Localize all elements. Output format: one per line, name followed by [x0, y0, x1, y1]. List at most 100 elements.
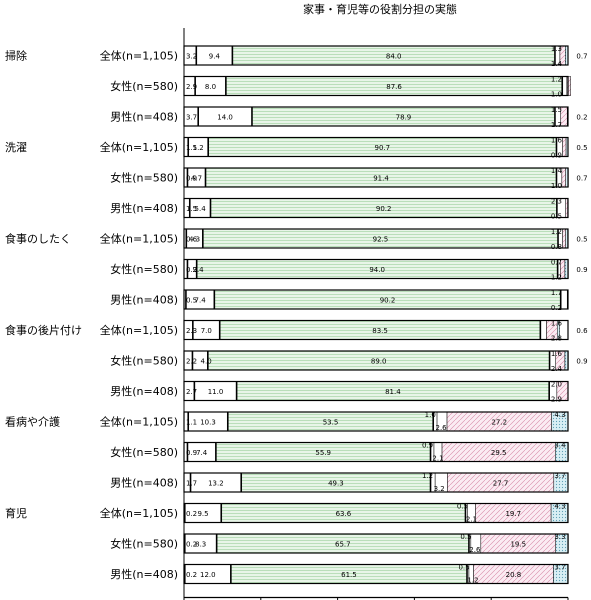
data-label: 8.3	[195, 541, 206, 549]
data-label: 92.5	[373, 236, 389, 244]
data-label: 3.2	[434, 485, 445, 493]
data-label: 4.0	[201, 358, 212, 366]
data-label: 0.9	[186, 449, 197, 457]
data-label: 90.2	[376, 205, 392, 213]
row-label: 男性(n=408)	[110, 293, 178, 307]
data-label: 0.2	[551, 304, 562, 312]
row-label: 全体(n=1,105)	[100, 232, 178, 246]
data-label: 27.7	[493, 480, 509, 488]
data-label: 81.4	[385, 388, 401, 396]
data-label: 0.5	[551, 213, 562, 221]
data-label: 0.2	[576, 114, 587, 122]
data-label: 4.3	[554, 503, 565, 511]
data-label: 0.5	[186, 297, 197, 305]
data-label: 4.3	[554, 411, 565, 419]
data-label: 19.7	[505, 510, 521, 518]
data-label: 2.2	[186, 358, 197, 366]
data-label: 78.9	[396, 114, 412, 122]
data-label: 1.0	[551, 91, 562, 99]
data-label: 19.5	[510, 541, 526, 549]
data-label: 1.6	[551, 320, 563, 328]
data-label: 90.7	[375, 144, 391, 152]
data-label: 1.5	[186, 205, 197, 213]
data-label: 2.4	[192, 266, 204, 274]
data-label: 3.2	[186, 53, 197, 61]
data-label: 2.0	[551, 381, 562, 389]
group-label: 育児	[5, 506, 27, 520]
data-label: 89.0	[371, 358, 387, 366]
row-label: 女性(n=580)	[110, 354, 178, 368]
data-label: 14.0	[217, 114, 233, 122]
bar-segment	[562, 137, 567, 157]
data-label: 1.1	[186, 419, 197, 427]
row-label: 全体(n=1,105)	[100, 415, 178, 429]
data-label: 0.2	[186, 571, 197, 579]
data-label: 1.3	[551, 45, 562, 53]
data-label: 11.0	[208, 388, 224, 396]
data-label: 0.6	[576, 327, 588, 335]
data-label: 3.7	[554, 472, 565, 480]
group-label: 看病や介護	[5, 415, 60, 429]
data-label: 0.6	[186, 236, 198, 244]
data-label: 9.4	[209, 53, 221, 61]
data-label: 55.9	[315, 449, 331, 457]
data-label: 1.7	[186, 480, 197, 488]
data-label: 1.2	[551, 228, 562, 236]
data-label: 61.5	[341, 571, 357, 579]
row-label: 全体(n=1,105)	[100, 49, 178, 63]
row-label: 男性(n=408)	[110, 567, 178, 581]
data-label: 5.4	[195, 205, 207, 213]
data-label: 1.6	[551, 137, 563, 145]
data-label: 1.7	[551, 289, 562, 297]
data-label: 0.5	[576, 144, 587, 152]
chart-title: 家事・育児等の役割分担の実態	[303, 2, 457, 16]
data-label: 1.1	[186, 144, 197, 152]
data-label: 1.2	[551, 274, 562, 282]
data-label: 13.2	[208, 480, 224, 488]
data-label: 0.9	[422, 442, 433, 450]
data-label: 53.5	[323, 419, 339, 427]
group-label: 食事のしたく	[5, 232, 71, 246]
row-label: 男性(n=408)	[110, 384, 178, 398]
bar-segment	[565, 198, 568, 218]
data-label: 2.9	[186, 83, 197, 91]
data-label: 7.4	[195, 297, 207, 305]
bars-layer: 掃除 全体(n=1,105) 3.2 9.4 84.01.31.40.7女性(n=580…	[5, 45, 588, 585]
data-label: 0.5	[460, 533, 471, 541]
data-label: 4.3	[189, 236, 200, 244]
row-label: 女性(n=580)	[110, 262, 178, 276]
group-label: 掃除	[5, 49, 27, 63]
data-label: 94.0	[369, 266, 385, 274]
data-label: 1.4	[551, 167, 563, 175]
bar-segment	[562, 228, 566, 249]
data-label: 63.6	[336, 510, 352, 518]
bar-segment	[566, 76, 571, 96]
bar-segment	[540, 320, 547, 340]
data-label: 8.0	[205, 83, 216, 91]
data-label: 84.0	[386, 53, 402, 61]
group-label: 洗濯	[5, 141, 27, 154]
data-label: 2.1	[466, 516, 477, 524]
data-label: 3.4	[554, 442, 566, 450]
data-label: 1.2	[467, 577, 478, 585]
data-label: 0.9	[576, 266, 587, 274]
data-label: 1.5	[551, 106, 562, 114]
row-label: 男性(n=408)	[110, 201, 178, 215]
data-label: 2.6	[435, 424, 447, 432]
data-label: 0.7	[576, 175, 587, 183]
data-label: 7.0	[201, 327, 212, 335]
data-label: 0.5	[457, 503, 468, 511]
data-label: 0.9	[551, 152, 562, 160]
data-label: 0.5	[576, 236, 587, 244]
row-label: 男性(n=408)	[110, 110, 178, 124]
bar-segment	[565, 228, 568, 249]
data-label: 2.1	[432, 455, 443, 463]
data-label: 3.7	[554, 564, 565, 572]
data-label: 1.7	[551, 121, 562, 129]
data-label: 0.9	[576, 358, 587, 366]
data-label: 1.4	[551, 60, 563, 68]
data-label: 2.3	[551, 198, 562, 206]
data-label: 12.0	[200, 571, 216, 579]
row-label: 男性(n=408)	[110, 476, 178, 490]
